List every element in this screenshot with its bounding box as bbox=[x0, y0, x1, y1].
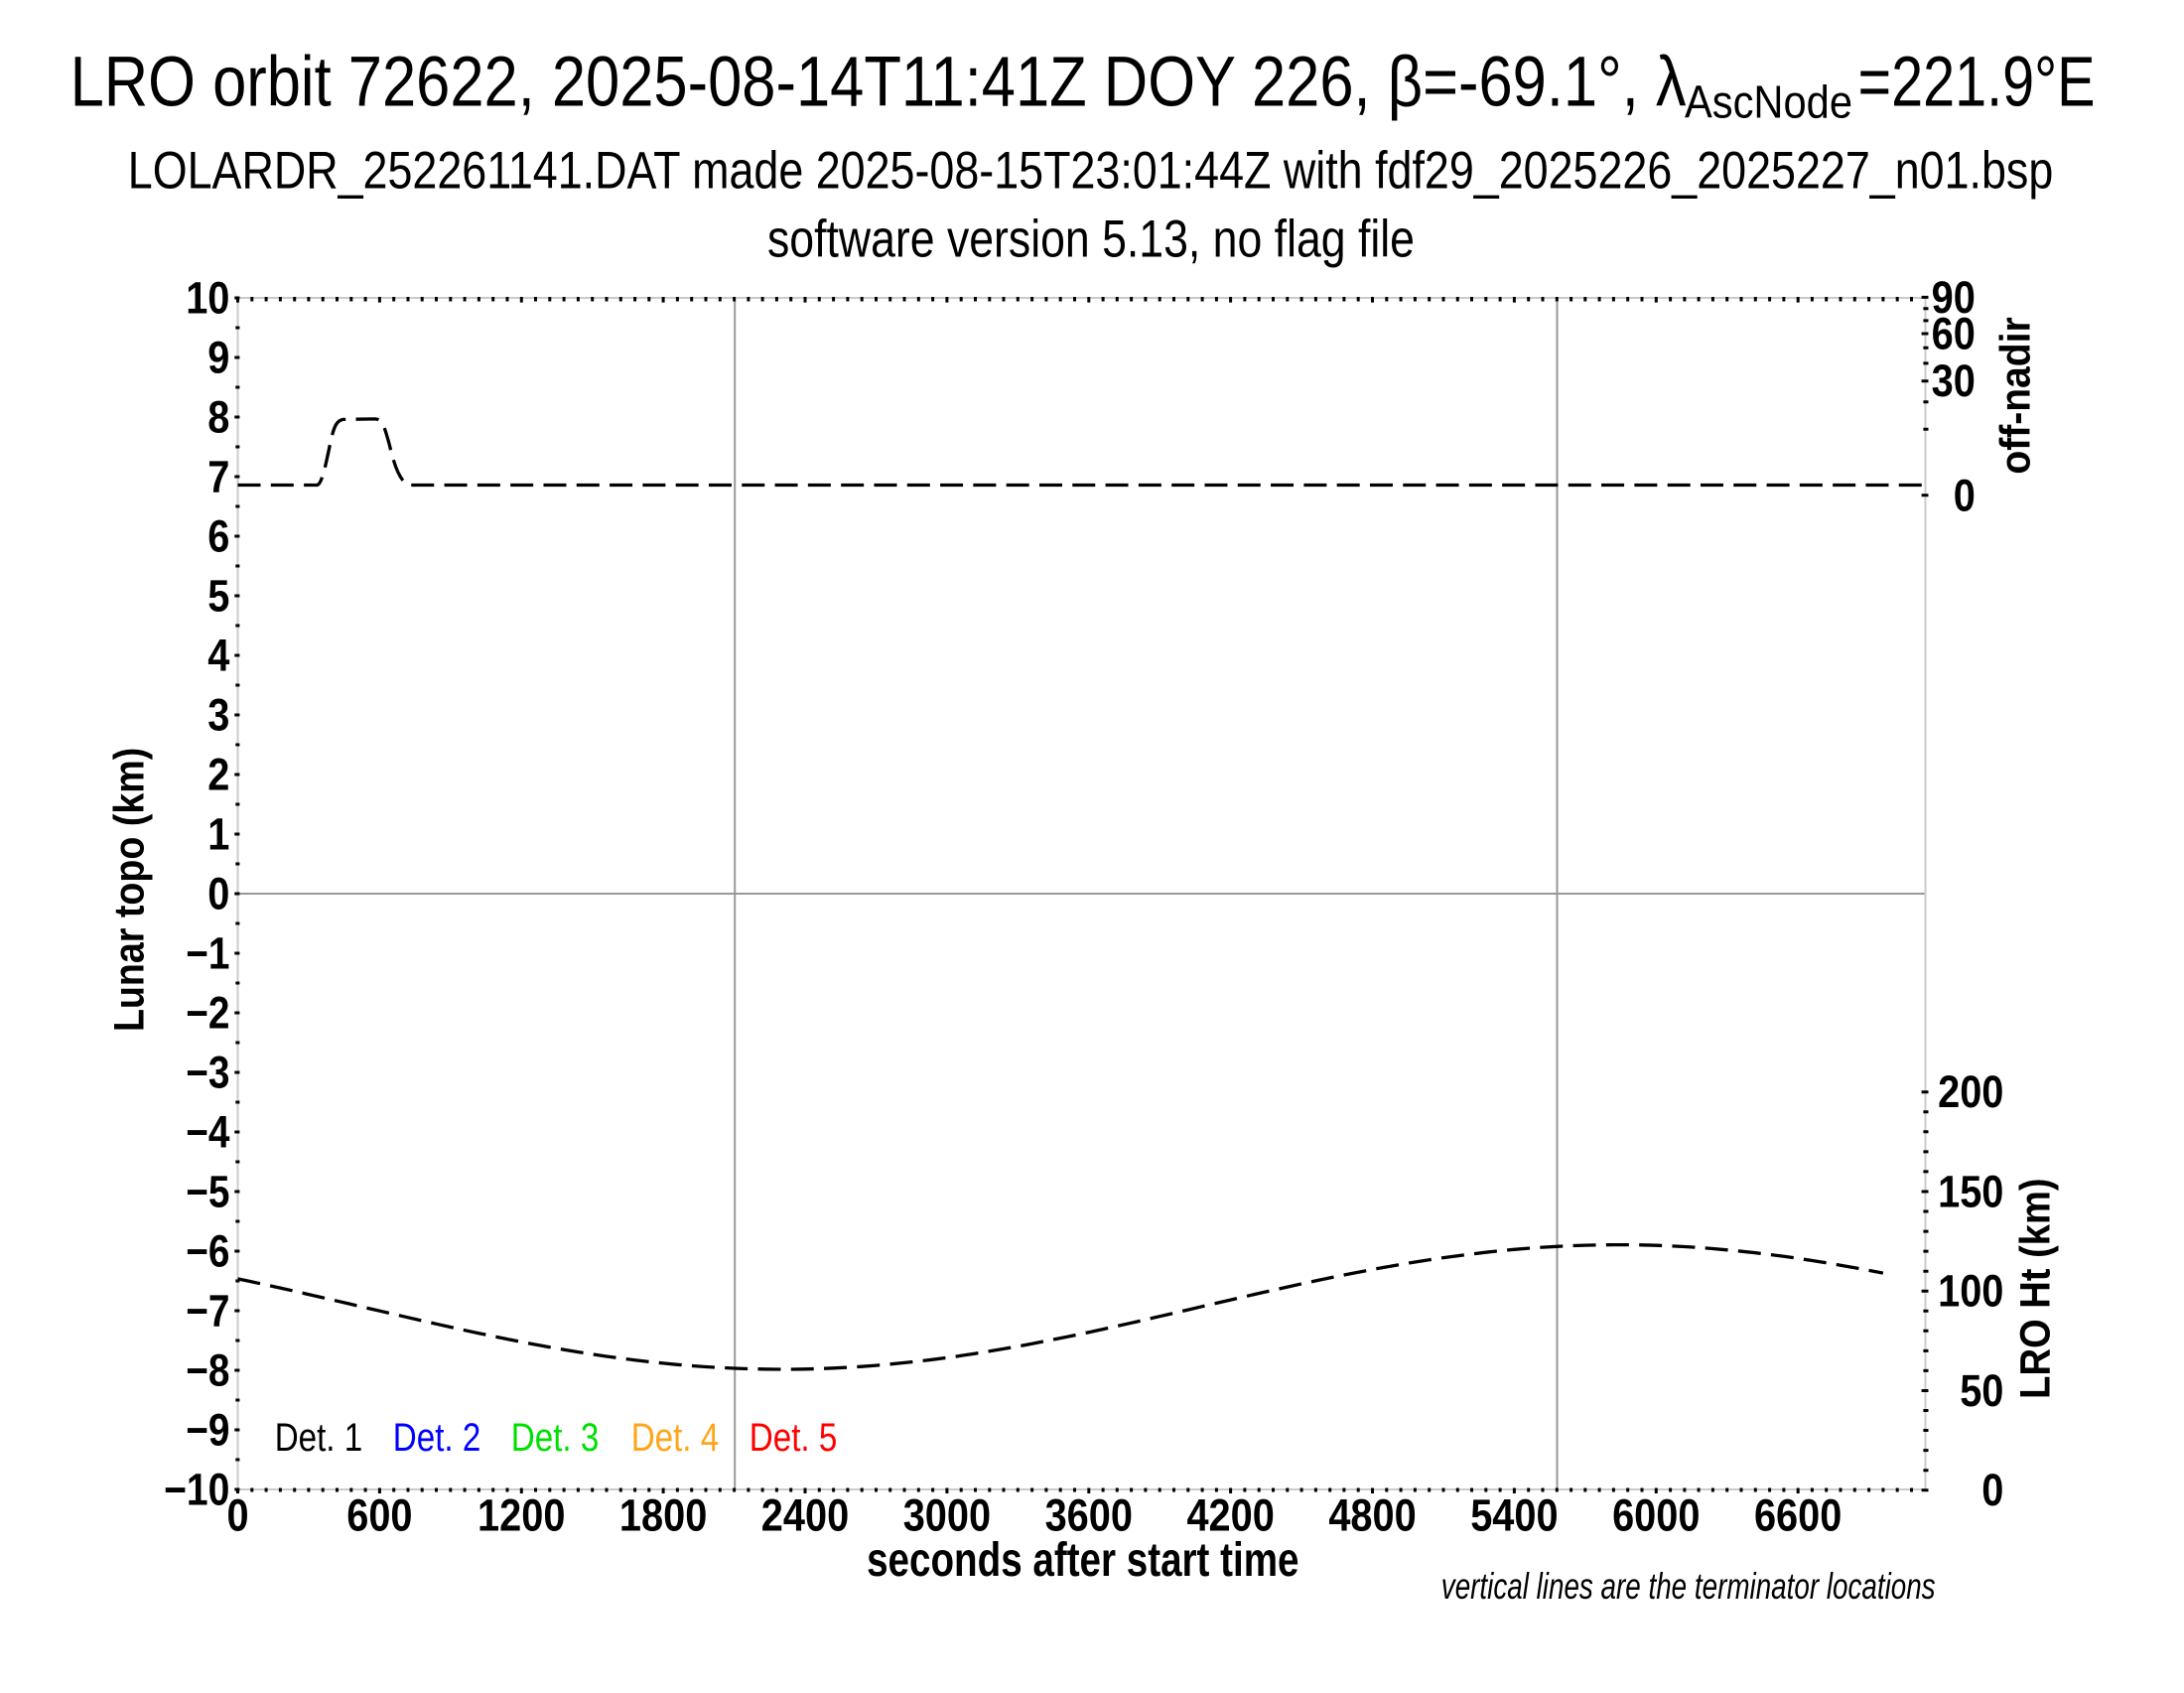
svg-text:100: 100 bbox=[1938, 1266, 2003, 1317]
svg-text:1800: 1800 bbox=[619, 1489, 707, 1540]
svg-text:off-nadir: off-nadir bbox=[1991, 317, 2039, 475]
svg-text:1: 1 bbox=[207, 809, 229, 860]
svg-text:−5: −5 bbox=[186, 1167, 229, 1217]
svg-text:Det. 1: Det. 1 bbox=[275, 1416, 363, 1460]
svg-text:3000: 3000 bbox=[903, 1489, 991, 1540]
svg-text:5400: 5400 bbox=[1470, 1489, 1558, 1540]
svg-text:vertical lines are the termina: vertical lines are the terminator locati… bbox=[1441, 1565, 1936, 1607]
svg-text:9: 9 bbox=[207, 333, 229, 383]
svg-text:0: 0 bbox=[226, 1489, 248, 1540]
svg-text:−9: −9 bbox=[186, 1405, 229, 1456]
svg-text:−3: −3 bbox=[186, 1048, 229, 1098]
svg-text:−6: −6 bbox=[186, 1226, 229, 1277]
svg-text:software version 5.13, no flag: software version 5.13, no flag file bbox=[767, 211, 1415, 269]
svg-text:seconds after start time: seconds after start time bbox=[867, 1534, 1298, 1587]
svg-text:3600: 3600 bbox=[1045, 1489, 1133, 1540]
svg-text:4200: 4200 bbox=[1186, 1489, 1274, 1540]
svg-text:−8: −8 bbox=[186, 1345, 229, 1396]
svg-text:AscNode: AscNode bbox=[1685, 76, 1852, 128]
svg-text:50: 50 bbox=[1960, 1365, 2003, 1416]
svg-text:0: 0 bbox=[207, 869, 229, 919]
svg-text:Det. 2: Det. 2 bbox=[393, 1416, 481, 1460]
svg-text:0: 0 bbox=[1981, 1465, 2003, 1515]
svg-text:Det. 4: Det. 4 bbox=[631, 1416, 720, 1460]
svg-text:LRO orbit 72622, 2025-08-14T11: LRO orbit 72622, 2025-08-14T11:41Z DOY 2… bbox=[70, 44, 1687, 122]
svg-text:30: 30 bbox=[1932, 355, 1976, 406]
svg-text:=221.9°E: =221.9°E bbox=[1858, 44, 2096, 122]
svg-text:150: 150 bbox=[1938, 1166, 2003, 1216]
svg-text:10: 10 bbox=[186, 273, 229, 324]
svg-text:3: 3 bbox=[207, 690, 229, 741]
svg-text:Det. 3: Det. 3 bbox=[511, 1416, 600, 1460]
svg-text:LOLARDR_252261141.DAT made 202: LOLARDR_252261141.DAT made 2025-08-15T23… bbox=[128, 142, 2054, 201]
svg-text:0: 0 bbox=[1954, 470, 1976, 520]
svg-text:4800: 4800 bbox=[1328, 1489, 1416, 1540]
svg-text:6000: 6000 bbox=[1612, 1489, 1700, 1540]
svg-text:90: 90 bbox=[1932, 272, 1976, 323]
svg-text:Lunar topo (km): Lunar topo (km) bbox=[106, 748, 154, 1032]
svg-text:2: 2 bbox=[207, 750, 229, 800]
svg-text:6: 6 bbox=[207, 511, 229, 562]
svg-text:LRO Ht (km): LRO Ht (km) bbox=[2011, 1178, 2059, 1399]
svg-text:7: 7 bbox=[207, 452, 229, 502]
svg-text:1200: 1200 bbox=[478, 1489, 565, 1540]
svg-text:−7: −7 bbox=[186, 1286, 229, 1337]
svg-text:−4: −4 bbox=[186, 1107, 229, 1158]
svg-text:Det. 5: Det. 5 bbox=[750, 1416, 838, 1460]
svg-text:−1: −1 bbox=[186, 928, 229, 979]
svg-text:200: 200 bbox=[1938, 1066, 2003, 1117]
svg-text:6600: 6600 bbox=[1754, 1489, 1842, 1540]
svg-text:−2: −2 bbox=[186, 988, 229, 1039]
svg-text:600: 600 bbox=[346, 1489, 412, 1540]
svg-text:60: 60 bbox=[1932, 308, 1976, 358]
svg-text:2400: 2400 bbox=[761, 1489, 849, 1540]
svg-text:4: 4 bbox=[207, 631, 229, 681]
svg-text:−10: −10 bbox=[164, 1465, 229, 1515]
svg-text:8: 8 bbox=[207, 392, 229, 443]
svg-text:5: 5 bbox=[207, 571, 229, 622]
